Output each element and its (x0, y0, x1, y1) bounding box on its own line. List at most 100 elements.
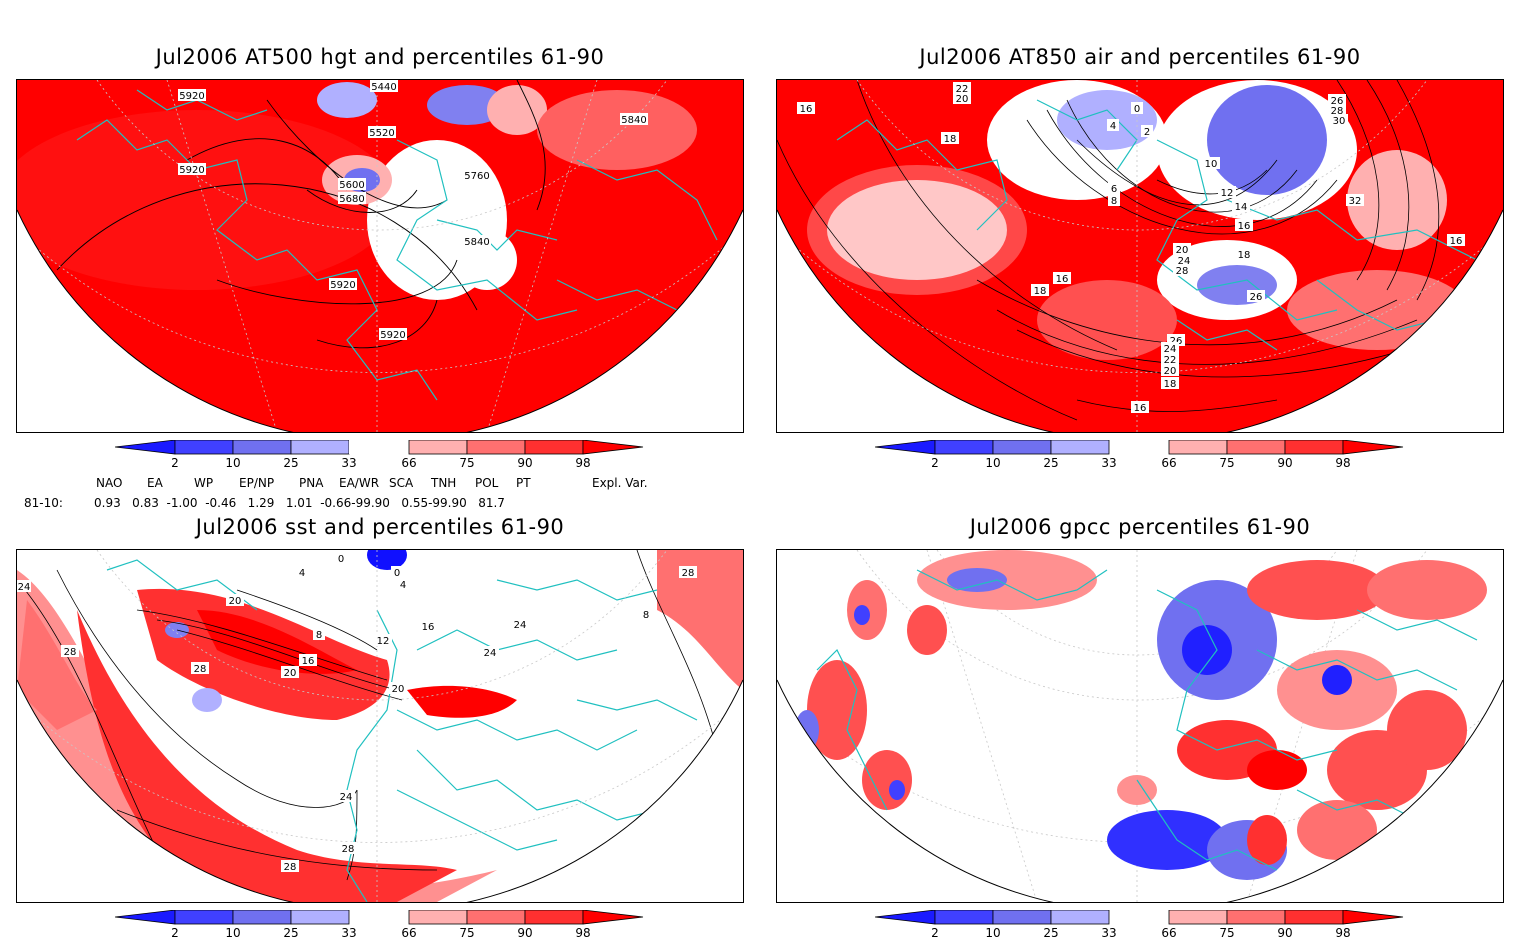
colorbar-tick: 10 (985, 926, 1001, 940)
index-header: SCA (389, 476, 414, 490)
contour-label: 4 (400, 580, 406, 591)
contour-label: 5760 (464, 171, 489, 182)
contour-label: 5840 (464, 237, 489, 248)
contour-label: 20 (1176, 245, 1189, 256)
colorbar-tick: 25 (283, 456, 299, 470)
colorbar-tick: 2 (931, 456, 939, 470)
contour-label: 20 (956, 94, 969, 105)
contour-label: 22 (956, 84, 969, 95)
colorbar-tick: 25 (283, 926, 299, 940)
map-air850: 22 20 16 18 0 4 2 10 6 8 12 14 16 18 20 … (776, 79, 1504, 433)
colorbar-tick: 98 (1335, 926, 1351, 940)
contour-label: 24 (340, 792, 353, 803)
contour-label: 16 (1056, 274, 1069, 285)
contour-label: 28 (342, 844, 355, 855)
index-values: 0.93 0.83 -1.00 -0.46 1.29 1.01 -0.66-99… (94, 496, 505, 510)
colorbar-tick: 10 (225, 456, 241, 470)
colorbar-sst: 2 10 25 33 66 75 90 98 (115, 910, 645, 950)
contour-label: 18 (944, 134, 957, 145)
contour-label: 5840 (621, 115, 646, 126)
contour-label: 28 (64, 647, 77, 658)
index-header: POL (475, 476, 499, 490)
map-hgt500: 5440 5920 5920 5840 5520 5920 5600 5680 … (16, 79, 744, 433)
contour-label: 28 (1331, 106, 1344, 117)
index-header: PNA (299, 476, 324, 490)
contour-label: 16 (1134, 403, 1147, 414)
contour-label: 8 (316, 630, 322, 641)
colorbar-tick: 66 (401, 456, 417, 470)
colorbar-tick: 90 (517, 456, 533, 470)
colorbar-tick: 75 (1219, 926, 1235, 940)
colorbar-tick: 33 (1101, 456, 1117, 470)
contour-label: 20 (1164, 366, 1177, 377)
contour-label: 5600 (339, 180, 364, 191)
contour-label: 28 (194, 664, 207, 675)
contour-label: 0 (1134, 104, 1140, 115)
contour-label: 5920 (330, 280, 355, 291)
colorbar-tick: 75 (459, 456, 475, 470)
colorbar-tick: 10 (225, 926, 241, 940)
contour-label: 5440 (371, 82, 396, 93)
colorbar-tick: 90 (1277, 456, 1293, 470)
colorbar-tick: 33 (341, 456, 357, 470)
index-header: TNH (431, 476, 457, 490)
map-gpcc (776, 549, 1504, 903)
contour-label: 12 (1221, 188, 1234, 199)
map-sst: 24 20 28 4 0 0 4 8 12 16 20 20 24 16 24 … (16, 549, 744, 903)
colorbar-tick: 90 (517, 926, 533, 940)
colorbar-tick: 75 (1219, 456, 1235, 470)
contour-label: 28 (1176, 266, 1189, 277)
index-header: Expl. Var. (592, 476, 648, 490)
colorbar-tick: 98 (575, 926, 591, 940)
contour-label: 18 (1164, 379, 1177, 390)
index-header: PT (516, 476, 531, 490)
panel-title-air850: Jul2006 AT850 air and percentiles 61-90 (919, 45, 1361, 69)
contour-label: 24 (514, 620, 527, 631)
index-header: EA/WR (339, 476, 380, 490)
contour-label: 5920 (179, 165, 204, 176)
colorbar-air850: 2 10 25 33 66 75 90 98 (875, 440, 1405, 480)
colorbar-tick: 25 (1043, 926, 1059, 940)
index-header: EP/NP (239, 476, 275, 490)
contour-label: 26 (1331, 96, 1344, 107)
colorbar-tick: 98 (1335, 456, 1351, 470)
index-header: WP (194, 476, 214, 490)
contour-label: 24 (18, 582, 31, 593)
colorbar-tick: 66 (401, 926, 417, 940)
contour-label: 28 (284, 862, 297, 873)
index-header: EA (147, 476, 163, 490)
contour-label: 12 (377, 636, 390, 647)
colorbar-tick: 98 (575, 456, 591, 470)
contour-label: 4 (1110, 121, 1116, 132)
contour-label: 18 (1034, 286, 1047, 297)
contour-label: 30 (1333, 116, 1346, 127)
contour-label: 24 (1178, 256, 1191, 267)
colorbar-tick: 66 (1161, 456, 1177, 470)
contour-label: 0 (338, 554, 344, 565)
contour-label: 5920 (179, 91, 204, 102)
contour-label: 26 (1170, 336, 1183, 347)
panel-title-hgt500: Jul2006 AT500 hgt and percentiles 61-90 (155, 45, 605, 69)
contour-label: 24 (484, 648, 497, 659)
panel-title-sst: Jul2006 sst and percentiles 61-90 (195, 515, 565, 539)
contour-label: 32 (1349, 196, 1362, 207)
teleconnection-index-table: NAO EA WP EP/NP PNA EA/WR SCA TNH POL PT… (24, 474, 724, 514)
contour-label: 14 (1235, 202, 1248, 213)
contour-label: 28 (682, 568, 695, 579)
contour-label: 2 (1144, 127, 1150, 138)
contour-label: 8 (643, 610, 649, 621)
colorbar-tick: 33 (1101, 926, 1117, 940)
colorbar-tick: 66 (1161, 926, 1177, 940)
contour-label: 16 (800, 104, 813, 115)
contour-label: 16 (422, 622, 435, 633)
contour-label: 18 (1238, 250, 1251, 261)
contour-label: 22 (1164, 355, 1177, 366)
colorbar-hgt500: 2 10 25 33 66 75 90 98 (115, 440, 645, 480)
panel-title-gpcc: Jul2006 gpcc percentiles 61-90 (969, 515, 1311, 539)
contour-label: 4 (299, 568, 305, 579)
colorbar-tick: 33 (341, 926, 357, 940)
contour-label: 8 (1111, 196, 1117, 207)
colorbar-tick: 2 (931, 926, 939, 940)
contour-label: 24 (1164, 344, 1177, 355)
contour-label: 5680 (339, 194, 364, 205)
